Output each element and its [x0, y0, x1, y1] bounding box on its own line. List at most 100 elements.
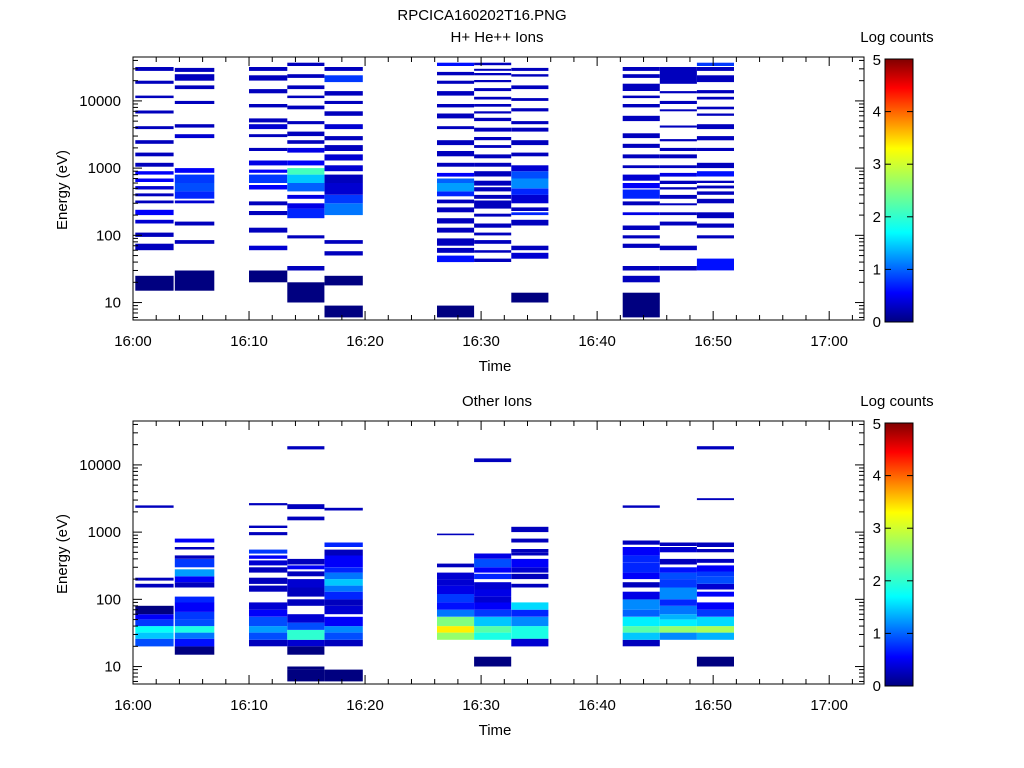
heatmap-cell	[696, 558, 734, 563]
heatmap-cell	[474, 162, 512, 167]
heatmap-cell	[174, 85, 215, 90]
heatmap-cell	[287, 622, 325, 630]
heatmap-cell	[622, 74, 660, 78]
heatmap-cell	[696, 565, 734, 572]
heatmap-cell	[659, 542, 697, 546]
y-tick-label: 100	[96, 227, 121, 244]
heatmap-cell	[324, 145, 363, 151]
heatmap-cell	[511, 127, 549, 132]
heatmap-cell	[474, 127, 512, 132]
heatmap-cell	[437, 602, 475, 610]
panel-title: H+ He++ Ions	[451, 29, 544, 46]
heatmap-cell	[659, 619, 697, 627]
x-tick-label: 16:00	[114, 697, 152, 714]
x-tick-label: 16:50	[694, 333, 732, 350]
heatmap-cell	[622, 174, 660, 181]
colorbar-tick-label: 5	[873, 416, 881, 433]
heatmap-cell	[622, 133, 660, 139]
heatmap-cell	[437, 62, 475, 66]
x-tick-label: 16:20	[346, 697, 384, 714]
heatmap-cell	[511, 74, 549, 77]
heatmap-cell	[659, 147, 697, 151]
heatmap-cell	[696, 498, 734, 501]
heatmap-panel-h-he-ions: H+ He++ Ions 16:00 16:10 16:20 16:30 16:40 16…	[54, 29, 934, 375]
heatmap-cell	[287, 516, 325, 521]
heatmap-cell	[437, 227, 475, 233]
x-tick-labels: 16:00 16:10 16:20 16:30 16:40 16:50 17:00	[114, 697, 848, 714]
heatmap-cells	[135, 62, 734, 318]
heatmap-cell	[287, 669, 325, 682]
heatmap-cell	[696, 571, 734, 577]
heatmap-cell	[696, 136, 734, 141]
heatmap-cell	[696, 171, 734, 177]
heatmap-cell	[474, 558, 512, 568]
heatmap-cell	[287, 121, 325, 125]
heatmap-cell	[135, 505, 174, 508]
heatmap-cell	[249, 567, 288, 573]
heatmap-cell	[135, 152, 174, 157]
heatmap-cell	[249, 67, 288, 71]
heatmap-cell	[622, 275, 660, 283]
heatmap-cell	[511, 616, 549, 627]
heatmap-cell	[324, 240, 363, 244]
heatmap-cell	[696, 198, 734, 204]
figure-title: RPCICA160202T16.PNG	[397, 7, 566, 24]
heatmap-cell	[659, 67, 697, 84]
heatmap-cell	[324, 91, 363, 96]
heatmap-cell	[511, 573, 549, 580]
heatmap-cell	[249, 632, 288, 640]
heatmap-cell	[174, 174, 215, 183]
heatmap-cell	[174, 547, 215, 550]
heatmap-cell	[437, 126, 475, 130]
heatmap-cell	[511, 245, 549, 251]
heatmap-cell	[696, 212, 734, 219]
heatmap-cell	[437, 191, 475, 197]
heatmap-cell	[659, 572, 697, 580]
heatmap-cell	[437, 616, 475, 627]
heatmap-cell	[437, 172, 475, 177]
heatmap-cell	[174, 67, 215, 72]
heatmap-cell	[474, 616, 512, 627]
heatmap-cell	[324, 275, 363, 286]
heatmap-cell	[622, 599, 660, 610]
heatmap-cell	[174, 619, 215, 627]
heatmap-cell	[622, 292, 660, 318]
heatmap-cell	[287, 646, 325, 655]
heatmap-cell	[511, 292, 549, 303]
heatmap-cell	[174, 74, 215, 81]
heatmap-cell	[474, 62, 512, 66]
heatmap-cell	[696, 542, 734, 547]
heatmap-cell	[135, 583, 174, 588]
heatmap-cell	[135, 219, 174, 224]
heatmap-cell	[622, 225, 660, 230]
heatmap-cell	[437, 579, 475, 586]
heatmap-cell	[437, 632, 475, 640]
heatmap-cell	[474, 145, 512, 148]
heatmap-cell	[474, 73, 512, 76]
heatmap-cell	[135, 614, 174, 620]
heatmap-cell	[474, 553, 512, 559]
heatmap-cell	[511, 212, 549, 216]
heatmap-cell	[696, 90, 734, 94]
heatmap-cell	[474, 567, 512, 573]
heatmap-cell	[474, 117, 512, 122]
heatmap-cell	[324, 605, 363, 615]
heatmap-cell	[474, 596, 512, 603]
heatmap-cell	[511, 165, 549, 172]
heatmap-cell	[174, 646, 215, 655]
heatmap-cell	[474, 582, 512, 590]
heatmap-cell	[474, 88, 512, 92]
heatmap-cell	[437, 91, 475, 96]
heatmap-cell	[437, 305, 475, 318]
heatmap-cell	[287, 131, 325, 137]
heatmap-cell	[696, 191, 734, 195]
heatmap-cell	[696, 113, 734, 116]
heatmap-cell	[287, 639, 325, 647]
heatmap-cell	[324, 154, 363, 161]
heatmap-cell	[287, 174, 325, 183]
colorbar-tick-label: 0	[873, 314, 881, 331]
heatmap-cell	[135, 178, 174, 182]
heatmap-cell	[287, 587, 325, 597]
heatmap-cell	[696, 147, 734, 151]
